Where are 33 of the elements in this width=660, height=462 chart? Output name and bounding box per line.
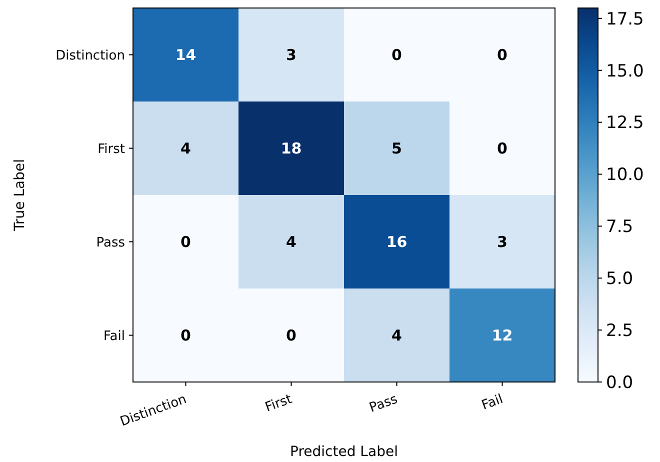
y-tick-label: Pass <box>96 235 126 250</box>
y-tick-label: First <box>98 142 125 157</box>
data-label: 0 <box>392 46 402 64</box>
data-label: 0 <box>497 140 508 158</box>
data-label: 4 <box>392 326 402 344</box>
color-bar-label: 2.5 <box>606 321 634 342</box>
y-axis-title: True Label <box>12 159 28 232</box>
color-bar-label: 10.0 <box>606 165 644 186</box>
data-label: 14 <box>175 46 196 64</box>
data-label: 16 <box>386 233 408 251</box>
x-axis-title: Predicted Label <box>290 444 398 460</box>
color-bar-label: 0.0 <box>606 372 634 393</box>
data-label: 5 <box>392 140 402 158</box>
data-label: 3 <box>286 46 296 64</box>
color-bar-label: 5.0 <box>606 269 634 290</box>
data-label: 0 <box>180 233 191 251</box>
data-label: 3 <box>497 233 508 251</box>
data-label: 4 <box>286 233 296 251</box>
x-tick-label: First <box>263 392 294 416</box>
y-tick-label: Fail <box>104 328 125 344</box>
y-tick-label: Distinction <box>56 48 125 64</box>
data-label: 12 <box>492 326 513 344</box>
data-label: 0 <box>286 326 296 344</box>
color-bar-label: 15.0 <box>606 61 644 82</box>
data-label: 0 <box>497 46 508 64</box>
data-label: 0 <box>180 326 191 344</box>
data-label: 18 <box>280 140 302 158</box>
color-bar-label: 7.5 <box>606 217 634 238</box>
color-bar-label: 12.5 <box>606 113 644 134</box>
x-tick-label: Fail <box>480 392 506 414</box>
color-bar-label: 17.5 <box>606 9 644 30</box>
x-tick-label: Pass <box>368 392 400 416</box>
data-label: 4 <box>180 140 191 158</box>
